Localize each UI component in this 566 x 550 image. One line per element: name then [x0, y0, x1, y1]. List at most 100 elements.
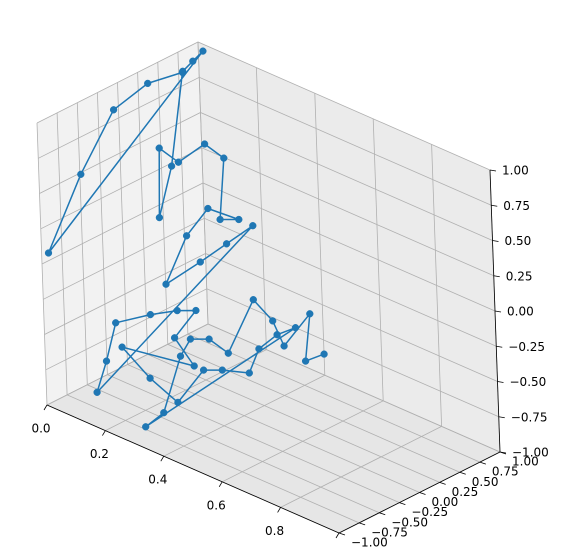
y-tick	[419, 492, 426, 495]
tick-marks	[43, 169, 507, 539]
data-point	[144, 79, 152, 88]
data-point	[178, 68, 187, 77]
z-tick-label: −0.50	[510, 375, 547, 389]
data-point	[320, 350, 328, 358]
data-point	[173, 306, 181, 315]
grid-line-z	[45, 288, 499, 418]
data-series	[44, 47, 328, 431]
y-tick	[399, 502, 406, 506]
data-point	[142, 423, 150, 431]
data-point	[186, 335, 195, 343]
y-tick	[358, 522, 366, 526]
z-tick	[492, 240, 499, 242]
data-point	[109, 106, 118, 114]
z-tick-label: −1.00	[512, 446, 549, 460]
y-tick	[338, 532, 346, 536]
z-tick	[498, 416, 505, 419]
grid-line-z	[38, 76, 492, 206]
y-tick-label: 0.75	[492, 465, 519, 479]
data-point	[199, 47, 207, 55]
data-point	[93, 388, 101, 396]
y-tick-label: −0.75	[371, 525, 408, 539]
data-point	[291, 324, 300, 332]
x-tick-label: 0.8	[265, 524, 284, 538]
data-point	[190, 362, 198, 370]
z-tick	[489, 169, 497, 172]
x-tick	[160, 455, 165, 462]
data-point	[224, 349, 232, 357]
grid-line-z	[44, 253, 498, 382]
y-tick-label: −1.00	[351, 536, 388, 550]
x-tick	[218, 481, 223, 488]
y-tick-label: 0.00	[432, 495, 459, 509]
data-point	[200, 140, 209, 148]
y-tick-label: −0.25	[411, 505, 448, 519]
z-tick	[494, 310, 502, 313]
data-point	[182, 232, 191, 240]
data-point	[216, 215, 224, 224]
z-tick	[496, 345, 503, 348]
y-tick-label: 0.50	[472, 475, 499, 489]
data-point	[255, 345, 263, 353]
x-tick	[102, 430, 106, 436]
z-tick-label: 0.25	[506, 269, 533, 283]
data-point	[205, 335, 213, 343]
x-tick	[277, 507, 281, 513]
data-point	[155, 213, 164, 222]
x-tick-label: 0.4	[148, 473, 167, 487]
data-point	[196, 258, 204, 266]
tick-labels: 0.00.20.40.60.81.0−1.00−0.75−0.50−0.250.…	[31, 164, 548, 550]
x-tick-label: 0.0	[31, 422, 50, 436]
grid-line-z	[40, 147, 494, 277]
data-point	[301, 357, 310, 365]
x-tick	[335, 532, 340, 539]
data-point	[235, 215, 243, 224]
grid-lines	[36, 41, 501, 534]
z-tick	[491, 204, 498, 207]
grid-line-z	[41, 182, 496, 312]
data-point	[146, 374, 154, 382]
z-tick	[493, 275, 500, 278]
data-point	[160, 409, 168, 417]
data-point	[146, 310, 155, 319]
data-point	[245, 369, 253, 377]
data-point	[192, 306, 200, 315]
data-point	[102, 357, 111, 365]
data-point	[167, 162, 176, 170]
z-tick-label: −0.75	[511, 410, 548, 424]
data-point	[112, 319, 120, 327]
data-point	[44, 249, 53, 257]
data-point	[306, 310, 314, 318]
data-point	[220, 154, 228, 162]
data-point	[118, 343, 126, 351]
data-point	[222, 240, 231, 248]
z-tick-label: 1.00	[502, 164, 529, 178]
data-point	[204, 204, 212, 213]
grid-line-z	[39, 112, 493, 241]
grid-line-z	[36, 41, 491, 171]
data-point	[269, 317, 277, 325]
data-point	[162, 280, 170, 288]
y-tick	[439, 481, 446, 485]
data-point	[249, 222, 257, 230]
data-point	[249, 296, 257, 304]
data-point	[218, 366, 226, 374]
data-point	[174, 398, 182, 407]
data-point	[199, 366, 208, 374]
data-point	[77, 170, 85, 178]
data-point	[280, 342, 288, 350]
z-tick-label: 0.50	[505, 234, 532, 248]
z-tick-label: 0.75	[503, 199, 530, 213]
x-tick-label: 0.6	[207, 498, 226, 512]
z-tick	[497, 381, 504, 383]
y-tick-label: 1.00	[512, 455, 539, 469]
x-axis-line	[46, 404, 340, 534]
y-tick-label: −0.50	[391, 515, 428, 529]
grid-line-z	[43, 217, 497, 347]
data-point	[273, 331, 281, 339]
y-tick	[459, 471, 466, 475]
y-tick	[379, 512, 386, 516]
z-tick-label: −0.25	[508, 340, 545, 354]
y-tick-label: 0.25	[452, 485, 479, 499]
